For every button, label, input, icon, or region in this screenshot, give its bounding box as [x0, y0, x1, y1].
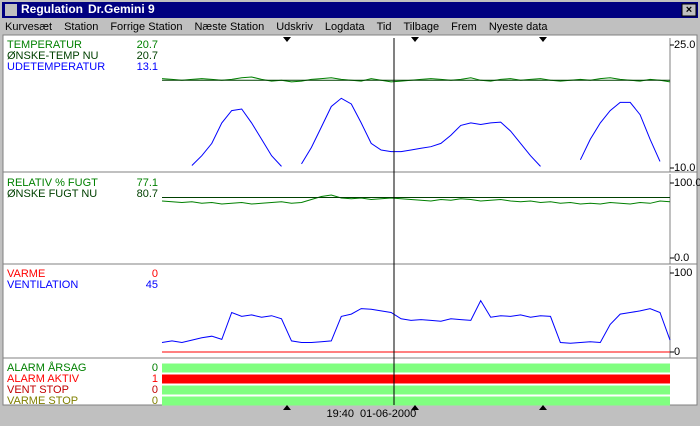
menu-item[interactable]: Tilbage: [404, 21, 440, 33]
time-marker: [539, 37, 547, 42]
y-tick-label: 25.0: [674, 39, 695, 51]
alarm-bar: [162, 363, 670, 373]
series-value: 13.1: [137, 61, 158, 73]
series-name: ØNSKE-TEMP NU: [7, 50, 99, 62]
series-line: [161, 194, 671, 205]
alarm-name: VARME STOP: [7, 395, 78, 407]
series-value: 80.7: [137, 188, 158, 200]
close-button[interactable]: [681, 3, 697, 17]
series-name: RELATIV % FUGT: [7, 177, 98, 189]
alarm-name: ALARM ÅRSAG: [7, 361, 86, 374]
menu-item[interactable]: Næste Station: [194, 21, 264, 33]
y-tick-label: 0: [674, 346, 680, 358]
series-value: 20.7: [137, 50, 158, 62]
series-name: UDETEMPERATUR: [7, 61, 105, 73]
alarm-name: ALARM AKTIV: [7, 373, 80, 385]
time-marker: [283, 37, 291, 42]
menu-item[interactable]: Forrige Station: [110, 21, 182, 33]
menu-item[interactable]: Frem: [451, 21, 477, 33]
menu-item[interactable]: Tid: [377, 21, 392, 33]
series-value: 77.1: [137, 177, 158, 189]
alarm-value: 0: [152, 384, 158, 396]
menu-bar: Kurvesæt Station Forrige Station Næste Stat…: [5, 21, 548, 33]
menu-item[interactable]: Udskriv: [276, 21, 313, 33]
alarm-bar: [162, 374, 670, 384]
time-marker: [411, 405, 419, 410]
close-icon: ×: [686, 4, 692, 16]
alarm-value: 0: [152, 395, 158, 407]
title-bar: [2, 2, 698, 18]
y-tick-label: 0.0: [674, 252, 689, 264]
series-value: 20.7: [137, 39, 158, 51]
series-name: TEMPERATUR: [7, 39, 82, 51]
cursor-date: 01-06-2000: [360, 408, 416, 420]
alarm-name: VENT STOP: [7, 384, 69, 396]
series-name: ØNSKE FUGT NU: [7, 188, 97, 200]
chart-area: [2, 34, 698, 406]
menu-item[interactable]: Nyeste data: [489, 21, 549, 33]
y-tick-label: 10.0: [674, 162, 695, 174]
menu-item[interactable]: Logdata: [325, 21, 366, 33]
alarm-value: 0: [152, 362, 158, 374]
alarm-value: 1: [152, 373, 158, 385]
time-marker: [411, 37, 419, 42]
series-value: 0: [152, 268, 158, 280]
menu-item[interactable]: Kurvesæt: [5, 21, 52, 33]
series-name: VARME: [7, 268, 45, 280]
series-name: VENTILATION: [7, 279, 78, 291]
station-name: Dr.Gemini 9: [88, 2, 155, 16]
y-tick-label: 100: [674, 267, 692, 279]
series-line: [161, 299, 671, 344]
app-icon[interactable]: [5, 4, 17, 16]
y-tick-label: 100.0: [674, 177, 700, 189]
time-marker: [539, 405, 547, 410]
window-title: Regulation: [21, 2, 83, 16]
series-value: 45: [146, 279, 158, 291]
series-line: [191, 97, 661, 167]
cursor-time: 19:40: [326, 408, 354, 420]
alarm-bar: [162, 385, 670, 395]
alarm-bar: [162, 396, 670, 406]
menu-item[interactable]: Station: [64, 21, 98, 33]
time-marker: [283, 405, 291, 410]
